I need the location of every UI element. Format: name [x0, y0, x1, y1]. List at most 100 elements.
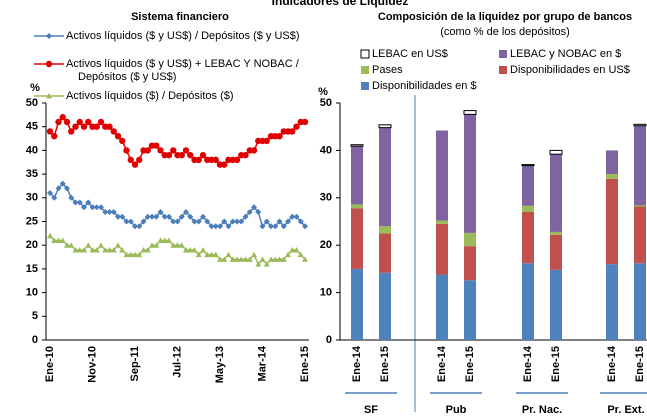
- group-label: Pub: [446, 404, 467, 416]
- y-tick-label: 5: [32, 310, 38, 322]
- point: [199, 151, 207, 159]
- y-tick-label: 20: [320, 239, 332, 251]
- point: [165, 151, 173, 159]
- point: [204, 218, 211, 225]
- point: [302, 223, 308, 230]
- y-tick-label: 15: [26, 263, 38, 275]
- point: [174, 242, 181, 248]
- point: [115, 213, 121, 220]
- legend-label: Activos líquidos ($ y US$) + LEBAC Y NOB…: [66, 58, 300, 83]
- point: [297, 218, 304, 225]
- point: [89, 246, 96, 253]
- point: [51, 194, 58, 201]
- bar-segment: [351, 204, 363, 209]
- point: [200, 213, 206, 220]
- y-tick-label: 35: [26, 168, 38, 180]
- point: [51, 237, 58, 243]
- x-tick-label: May-13: [214, 346, 226, 383]
- x-tick-label: Nov-10: [86, 346, 98, 383]
- chart-title: Composición de la liquidez por grupo de …: [378, 11, 632, 23]
- bar-segment: [436, 223, 448, 275]
- point: [255, 209, 262, 216]
- point: [276, 218, 283, 225]
- bar-segment: [550, 234, 562, 270]
- point: [157, 147, 164, 154]
- point: [119, 246, 126, 253]
- point: [217, 256, 223, 262]
- legend-label: Disponibilidades en US$: [510, 64, 630, 76]
- legend-line-2: Depósitos ($ y US$): [78, 71, 176, 83]
- y-tick-label: 25: [26, 215, 38, 227]
- legend-swatch: [361, 66, 369, 74]
- y-tick-label: 40: [320, 144, 332, 156]
- point: [242, 151, 249, 159]
- legend-label: LEBAC y NOBAC en $: [510, 48, 621, 60]
- point: [187, 246, 194, 253]
- point: [221, 161, 228, 168]
- bar-segment: [633, 123, 647, 127]
- point: [85, 199, 92, 206]
- point: [127, 156, 134, 164]
- bar-segment: [550, 154, 562, 232]
- line: [49, 235, 306, 266]
- point: [246, 256, 253, 262]
- point: [68, 128, 75, 135]
- point: [276, 132, 283, 140]
- point: [225, 251, 232, 258]
- point: [242, 213, 249, 220]
- bar-segment: [522, 263, 534, 340]
- point: [68, 242, 75, 248]
- point: [234, 218, 240, 225]
- point: [106, 209, 113, 216]
- legend-label: Pases: [372, 64, 403, 76]
- x-tick-label: Ene-14: [606, 345, 618, 382]
- x-tick-label: Ene-15: [379, 346, 391, 382]
- legend-label: LEBAC en US$: [372, 48, 448, 60]
- point: [153, 213, 160, 220]
- point: [170, 147, 177, 154]
- point: [47, 232, 53, 239]
- point: [102, 246, 109, 253]
- point: [183, 246, 189, 253]
- point: [238, 218, 245, 225]
- point: [46, 93, 52, 99]
- point: [255, 261, 262, 267]
- point: [110, 128, 117, 135]
- point: [59, 237, 66, 243]
- point: [72, 246, 79, 253]
- point: [183, 209, 189, 216]
- y-label: %: [30, 82, 40, 94]
- y-tick-label: 10: [320, 287, 332, 299]
- bar-segment: [606, 174, 618, 179]
- point: [110, 209, 117, 216]
- legend-label: Disponibilidades en $: [372, 80, 477, 92]
- bar-segment: [606, 150, 618, 175]
- point: [149, 242, 155, 248]
- point: [259, 223, 266, 230]
- point: [144, 246, 151, 253]
- point: [301, 118, 309, 126]
- point: [161, 213, 168, 220]
- bar-segment: [634, 263, 646, 340]
- point: [93, 246, 100, 253]
- bar-segment: [436, 130, 448, 221]
- point: [187, 213, 194, 220]
- point: [136, 223, 143, 230]
- point: [80, 123, 88, 130]
- point: [72, 199, 79, 206]
- point: [59, 114, 66, 121]
- point: [234, 256, 240, 262]
- y-tick-label: 20: [26, 239, 38, 251]
- point: [132, 223, 138, 230]
- point: [289, 128, 296, 135]
- x-tick-label: Ene-15: [299, 346, 311, 382]
- group-label: Pr. Ext.: [607, 404, 644, 416]
- point: [93, 123, 100, 130]
- point: [238, 256, 245, 262]
- x-tick-label: Ene-15: [550, 346, 562, 382]
- point: [157, 237, 164, 243]
- point: [136, 156, 143, 164]
- bar-segment: [549, 149, 563, 155]
- point: [212, 223, 219, 230]
- point: [68, 194, 75, 201]
